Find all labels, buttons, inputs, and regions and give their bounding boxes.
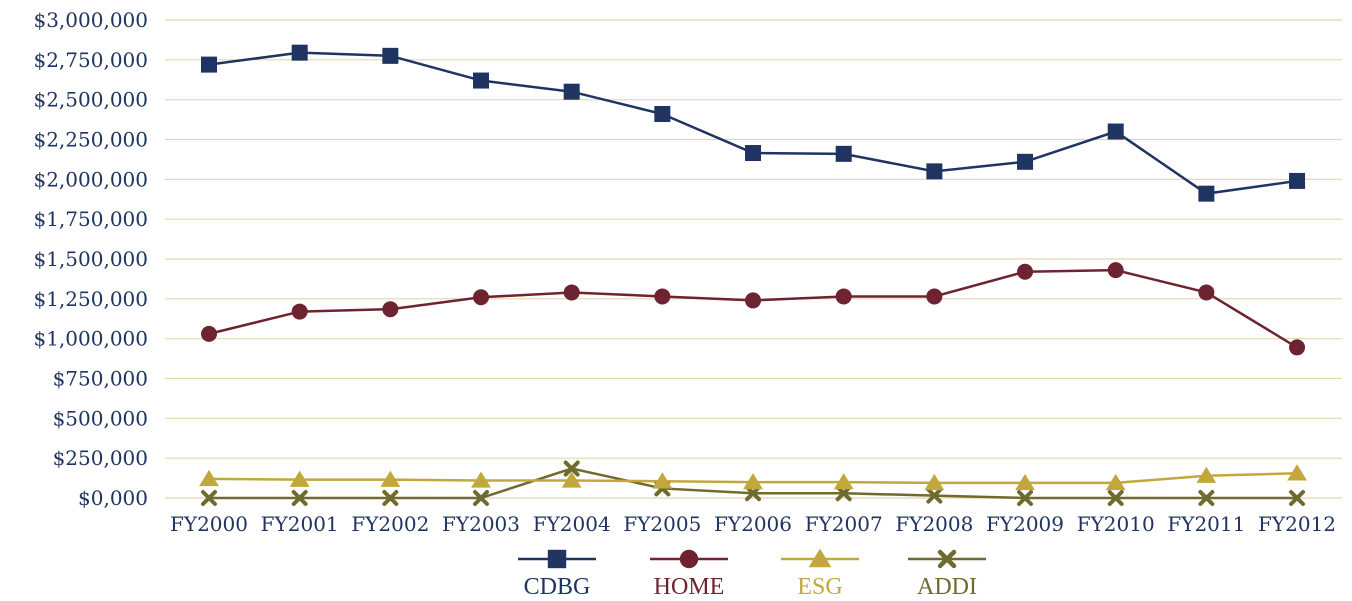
- data-point-circle: [1198, 284, 1215, 301]
- data-point-x: [291, 490, 308, 506]
- series-esg: [199, 464, 1307, 491]
- data-point-square: [926, 163, 943, 180]
- y-tick-label: $1,000,000: [33, 327, 148, 351]
- y-tick-label: $2,250,000: [33, 128, 148, 152]
- legend-label: CDBG: [524, 574, 591, 600]
- data-point-triangle: [199, 469, 219, 487]
- data-point-x: [926, 487, 943, 504]
- data-point-square: [1017, 153, 1034, 170]
- data-point-x: [563, 460, 580, 477]
- data-point-square: [745, 145, 762, 162]
- data-point-x: [1107, 490, 1124, 506]
- data-point-x: [382, 490, 399, 506]
- legend-item-esg: ESG: [781, 548, 859, 600]
- x-tick-label: FY2010: [1077, 512, 1155, 536]
- x-tick-label: FY2001: [261, 512, 339, 536]
- data-point-circle: [1017, 263, 1034, 280]
- series-line: [208, 51, 1298, 195]
- data-point-circle: [679, 549, 699, 569]
- x-tick-label: FY2012: [1258, 512, 1336, 536]
- x-axis-ticks: FY2000 FY2001 FY2002 FY2003 FY2004 FY2005 FY20…: [170, 512, 1336, 536]
- data-point-triangle: [1105, 473, 1126, 491]
- y-tick-label: $1,750,000: [33, 207, 148, 231]
- data-point-triangle: [743, 473, 763, 490]
- legend-item-home: HOME: [650, 549, 728, 600]
- data-point-circle: [382, 301, 399, 318]
- legend-label: HOME: [654, 574, 725, 600]
- y-tick-label: $0,000: [78, 486, 148, 510]
- x-tick-label: FY2000: [170, 512, 248, 536]
- y-tick-label: $3,000,000: [33, 8, 148, 32]
- series-cdbg: [201, 44, 1306, 202]
- data-point-circle: [654, 288, 671, 305]
- data-point-square: [654, 106, 671, 123]
- data-point-square: [547, 549, 567, 569]
- data-point-triangle: [1015, 473, 1035, 491]
- data-point-circle: [745, 292, 762, 309]
- x-tick-label: FY2005: [623, 512, 701, 536]
- y-tick-label: $2,500,000: [33, 88, 148, 112]
- data-point-circle: [835, 288, 852, 305]
- data-point-circle: [563, 284, 580, 301]
- x-tick-label: FY2007: [805, 512, 883, 536]
- data-point-x: [937, 549, 957, 569]
- y-tick-label: $500,000: [53, 406, 148, 430]
- gridlines: [165, 19, 1342, 499]
- data-point-square: [201, 56, 217, 73]
- x-tick-label: FY2008: [895, 512, 973, 536]
- x-tick-label: FY2011: [1167, 512, 1245, 536]
- data-point-circle: [1289, 339, 1306, 356]
- data-point-x: [201, 490, 217, 506]
- series-lines: [199, 44, 1307, 506]
- data-point-triangle: [808, 548, 832, 568]
- data-point-circle: [201, 325, 217, 342]
- data-point-x: [1289, 490, 1306, 506]
- series-home: [201, 262, 1306, 356]
- x-tick-label: FY2004: [533, 512, 611, 536]
- y-tick-label: $1,250,000: [33, 287, 148, 311]
- x-tick-label: FY2006: [714, 512, 792, 536]
- data-point-square: [473, 72, 490, 89]
- data-point-triangle: [471, 471, 491, 488]
- legend-item-addi: ADDI: [908, 549, 986, 600]
- legend: CDBG HOME ESG ADDI: [518, 548, 986, 600]
- data-point-square: [563, 83, 580, 100]
- y-tick-label: $750,000: [53, 367, 148, 391]
- data-point-x: [1198, 490, 1215, 506]
- data-point-triangle: [289, 470, 310, 487]
- data-point-square: [1107, 123, 1124, 140]
- data-point-circle: [1107, 262, 1124, 279]
- x-tick-label: FY2003: [442, 512, 520, 536]
- data-point-triangle: [1196, 466, 1217, 483]
- y-tick-label: $250,000: [53, 446, 148, 470]
- data-point-square: [1289, 172, 1306, 189]
- legend-label: ADDI: [917, 574, 977, 600]
- legend-item-cdbg: CDBG: [518, 549, 596, 600]
- data-point-triangle: [833, 473, 854, 490]
- y-axis-ticks: $0,000 $250,000 $500,000 $750,000 $1,000,000…: [33, 8, 148, 510]
- data-point-triangle: [652, 472, 673, 489]
- data-point-x: [1017, 490, 1034, 506]
- series-line: [208, 268, 1298, 349]
- y-tick-label: $1,500,000: [33, 247, 148, 271]
- legend-label: ESG: [797, 574, 842, 600]
- data-point-square: [835, 145, 852, 162]
- data-point-x: [473, 490, 490, 506]
- x-tick-label: FY2002: [351, 512, 429, 536]
- y-tick-label: $2,750,000: [33, 48, 148, 72]
- x-tick-label: FY2009: [986, 512, 1064, 536]
- data-point-triangle: [380, 470, 401, 487]
- y-tick-label: $2,000,000: [33, 167, 148, 191]
- data-point-square: [382, 47, 399, 64]
- data-point-square: [291, 44, 308, 61]
- data-point-circle: [291, 303, 308, 320]
- data-point-circle: [473, 289, 490, 306]
- data-point-triangle: [924, 473, 945, 491]
- data-point-square: [1198, 185, 1215, 202]
- data-point-triangle: [561, 471, 582, 488]
- data-point-triangle: [1287, 464, 1307, 481]
- data-point-circle: [926, 288, 943, 305]
